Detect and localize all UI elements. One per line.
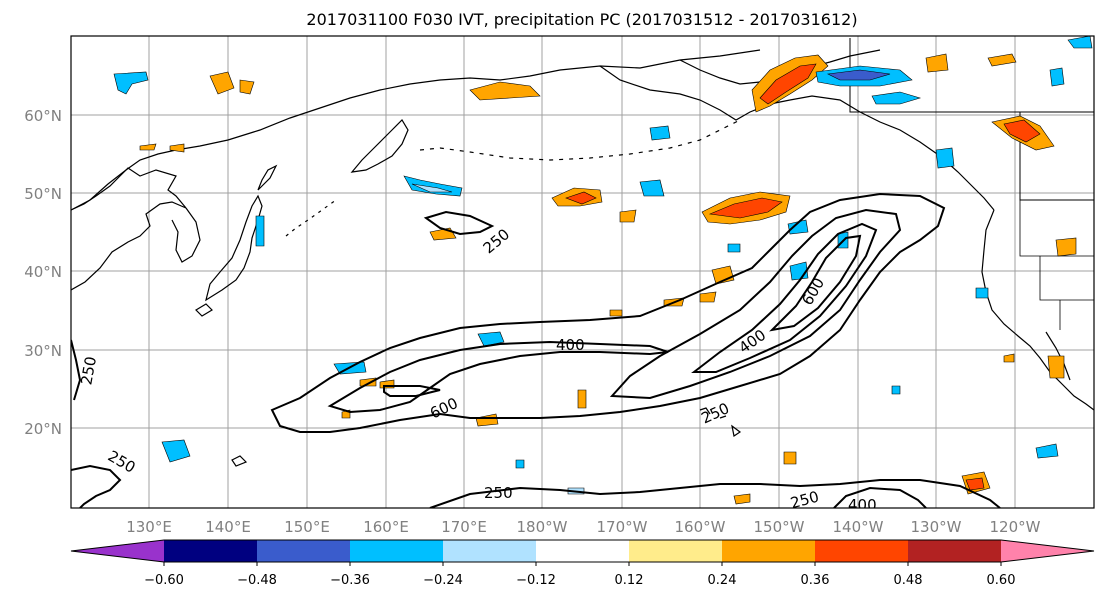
longitude-tick-label: 130°E [126,518,172,536]
map-content: 250 250 400 600 400 250 600 250 250 400 … [71,36,1094,514]
ivt-contour-400-west [327,340,669,414]
contour-label: 250 [789,488,821,513]
colorbar-tick-label: −0.36 [330,573,370,588]
ivt-contour-400-east [609,208,902,400]
colorbar-segment [815,540,908,562]
longitude-tick-label: 140°E [205,518,251,536]
ivt-contour-250-west [71,464,122,508]
longitude-tick-label: 160°E [363,518,409,536]
map-frame [70,35,1095,509]
ivt-contour-250-edge [71,339,82,401]
colorbar-segment [257,540,350,562]
longitude-tick-label: 130°W [911,518,962,536]
longitude-tick-label: 140°W [833,518,884,536]
colorbar-tick-label: 0.12 [615,573,644,588]
colorbar-tick-label: −0.48 [237,573,277,588]
colorbar [70,539,1095,563]
latitude-tick-label: 50°N [24,185,62,203]
precipitation-pc-shading [113,36,1093,505]
longitude-tick-label: 150°W [754,518,805,536]
longitude-tick-label: 170°E [441,518,487,536]
contour-label: 250 [484,484,513,502]
contour-label: 400 [556,336,585,354]
ivt-contour-600-west [383,385,441,397]
longitude-tick-label: 180°W [517,518,568,536]
latitude-labels: 60°N 50°N 40°N 30°N 20°N [24,107,62,438]
ivt-contour-250-main [270,192,946,433]
colorbar-segment [350,540,443,562]
ivt-contour-600-east [691,222,878,373]
longitude-labels: 130°E 140°E 150°E 160°E 170°E 180°W 170°W 160°W… [126,518,1040,536]
colorbar-tick-label: 0.36 [801,573,830,588]
colorbar-segment [629,540,722,562]
latitude-tick-label: 20°N [24,420,62,438]
colorbar-tick-label: 0.48 [894,573,923,588]
figure-title: 2017031100 F030 IVT, precipitation PC (2… [306,10,857,29]
ivt-contours [71,192,1001,508]
longitude-tick-label: 170°W [597,518,648,536]
colorbar-segment [1001,540,1094,562]
colorbar-segment [722,540,815,562]
colorbar-segment [536,540,629,562]
ivt-contour-400-south [833,486,927,508]
map-background [71,36,1094,508]
longitude-tick-label: 160°W [675,518,726,536]
latitude-tick-label: 60°N [24,107,62,125]
contour-label: 400 [848,496,877,514]
colorbar-tick-label: 0.60 [987,573,1016,588]
colorbar-tick-label: −0.24 [423,573,463,588]
longitude-tick-label: 150°E [284,518,330,536]
ivt-contour-250-north [423,210,495,236]
colorbar-segment [71,540,164,562]
colorbar-tick-label: −0.12 [516,573,556,588]
contour-label: 250 [77,355,100,386]
colorbar-tick-label: 0.24 [708,573,737,588]
latitude-tick-label: 40°N [24,263,62,281]
colorbar-tick-labels: −0.60 −0.48 −0.36 −0.24 −0.12 0.12 0.24 0.36 0.4… [144,562,1015,588]
longitude-tick-label: 120°W [990,518,1041,536]
colorbar-tick-label: −0.60 [144,573,184,588]
latitude-tick-label: 30°N [24,342,62,360]
coastlines [71,38,1094,467]
ivt-contour-800-east [769,234,862,332]
ivt-contour-250-south [429,479,1001,508]
colorbar-segment [443,540,536,562]
colorbar-segment [908,540,1001,562]
colorbar-segment [164,540,257,562]
